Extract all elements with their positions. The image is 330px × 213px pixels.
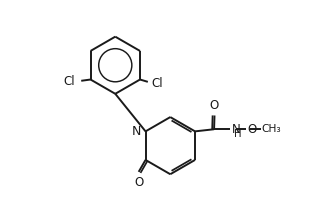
Text: H: H (234, 129, 242, 139)
Text: Cl: Cl (63, 75, 75, 88)
Text: Cl: Cl (152, 77, 163, 90)
Text: O: O (210, 99, 219, 112)
Text: N: N (232, 123, 241, 136)
Text: CH₃: CH₃ (261, 124, 281, 134)
Text: O: O (248, 123, 257, 136)
Text: N: N (132, 125, 141, 138)
Text: O: O (134, 176, 143, 189)
